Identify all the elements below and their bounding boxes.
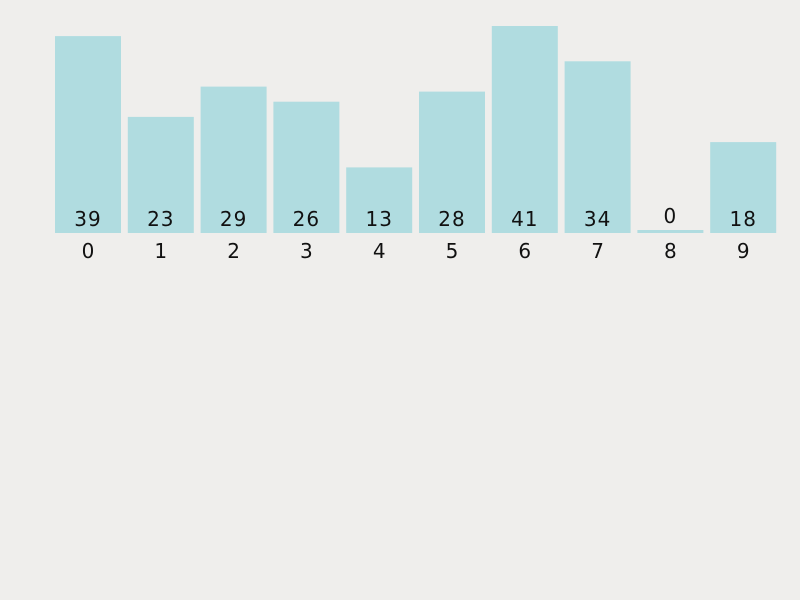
- value-label-4: 13: [365, 207, 392, 231]
- x-tick-label-2: 2: [227, 239, 240, 263]
- value-label-6: 41: [511, 207, 538, 231]
- bar-7: [564, 61, 631, 233]
- bar-4: [346, 167, 413, 233]
- value-label-1: 23: [147, 207, 174, 231]
- x-axis-tick-labels: 0 1 2 3 4 5 6 7 8 9: [82, 239, 750, 263]
- x-tick-label-1: 1: [154, 239, 167, 263]
- bar-9: [710, 142, 777, 233]
- x-tick-label-9: 9: [737, 239, 750, 263]
- bars-layer: [55, 26, 777, 233]
- bar-6: [491, 26, 558, 233]
- x-tick-label-4: 4: [373, 239, 386, 263]
- x-tick-label-0: 0: [82, 239, 95, 263]
- value-label-7: 34: [584, 207, 611, 231]
- bar-0: [55, 36, 121, 233]
- x-tick-label-8: 8: [664, 239, 677, 263]
- bar-5: [419, 91, 485, 233]
- x-tick-label-6: 6: [518, 239, 531, 263]
- bar-3: [273, 101, 340, 233]
- value-label-3: 26: [293, 207, 320, 231]
- value-labels-layer: 39 23 29 26 13 28 41 34 0 18: [74, 204, 756, 231]
- bar-1: [127, 116, 194, 233]
- x-tick-label-3: 3: [300, 239, 313, 263]
- bar-2: [200, 86, 267, 233]
- value-label-9: 18: [729, 207, 756, 231]
- x-tick-label-7: 7: [591, 239, 604, 263]
- value-label-2: 29: [220, 207, 247, 231]
- x-tick-label-5: 5: [446, 239, 459, 263]
- value-label-5: 28: [438, 207, 465, 231]
- value-label-8: 0: [664, 204, 678, 228]
- bar-8: [637, 230, 704, 233]
- value-label-0: 39: [74, 207, 101, 231]
